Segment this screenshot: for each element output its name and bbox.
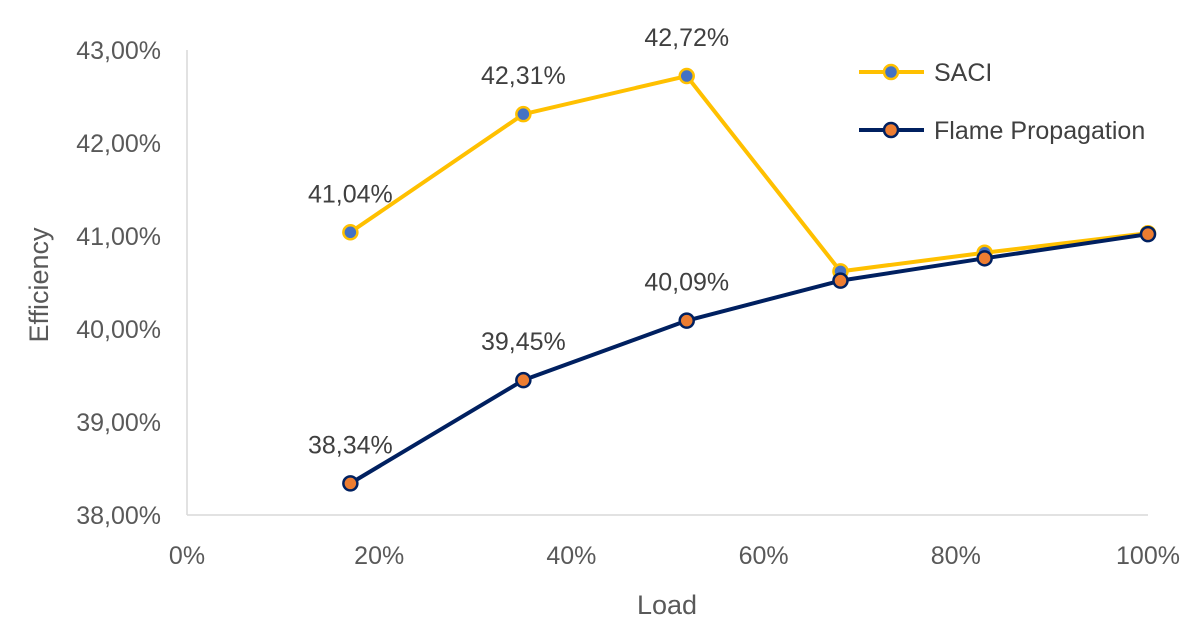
x-tick-label: 40%	[546, 542, 596, 570]
data-point	[515, 371, 532, 389]
y-tick-label: 41,00%	[76, 223, 161, 251]
x-tick-label: 100%	[1116, 542, 1180, 570]
data-point	[678, 312, 695, 329]
data-point	[342, 224, 359, 241]
data-label: 39,45%	[481, 328, 566, 356]
data-labels: 41,04% 42,31% 42,72% 38,34% 39,45% 40,09%	[308, 24, 729, 459]
data-label: 42,72%	[644, 24, 729, 52]
x-tick-label: 80%	[931, 542, 981, 570]
legend-swatch-marker	[882, 121, 900, 139]
legend-item: Flame Propagation	[859, 117, 1145, 145]
data-point	[1139, 225, 1157, 243]
series-line	[348, 74, 1150, 274]
x-axis-title: Load	[637, 590, 697, 620]
data-label: 42,31%	[481, 62, 566, 90]
y-tick-label: 43,00%	[76, 37, 161, 65]
series-0	[342, 67, 1157, 280]
data-point	[515, 105, 532, 123]
y-tick-label: 38,00%	[76, 502, 161, 530]
data-label: 38,34%	[308, 431, 393, 459]
x-tick-label: 60%	[739, 542, 789, 570]
legend-item: SACI	[859, 59, 992, 87]
legend-swatch-marker	[882, 63, 900, 81]
x-tick-labels: 0% 20% 40% 60% 80% 100%	[169, 542, 1180, 570]
legend-label: SACI	[934, 59, 992, 87]
series-line	[348, 232, 1150, 486]
data-label: 40,09%	[644, 269, 729, 297]
data-point	[976, 250, 993, 267]
series-1	[342, 225, 1157, 492]
y-tick-labels: 38,00% 39,00% 40,00% 41,00% 42,00% 43,00%	[76, 37, 161, 530]
legend: SACI Flame Propagation	[859, 59, 1145, 145]
data-point	[678, 67, 695, 85]
y-tick-label: 42,00%	[76, 130, 161, 158]
x-tick-label: 20%	[354, 542, 404, 570]
series-layer	[342, 67, 1157, 492]
y-tick-label: 39,00%	[76, 409, 161, 437]
data-point	[832, 272, 849, 289]
x-tick-label: 0%	[169, 542, 205, 570]
y-axis-title: Efficiency	[24, 227, 54, 343]
data-point	[342, 475, 359, 492]
y-tick-label: 40,00%	[76, 316, 161, 344]
data-label: 41,04%	[308, 180, 393, 208]
legend-label: Flame Propagation	[934, 117, 1145, 145]
